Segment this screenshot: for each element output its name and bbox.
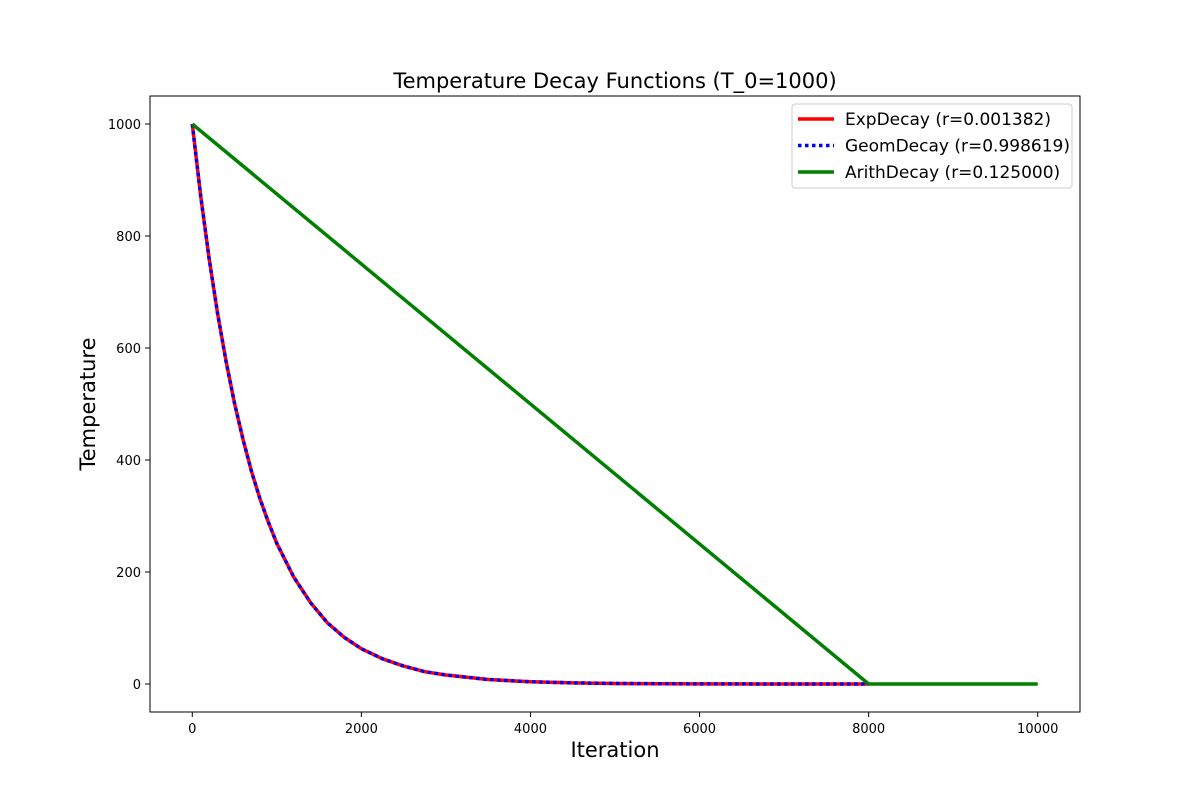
legend-label-0: ExpDecay (r=0.001382) [845,110,1051,130]
x-axis: 0 2000 4000 6000 8000 10000 [188,712,1058,737]
legend: ExpDecay (r=0.001382) GeomDecay (r=0.9986… [791,103,1073,189]
x-tick-label: 0 [188,722,196,737]
y-tick-label: 400 [116,454,141,469]
chart-title: Temperature Decay Functions (T_0=1000) [392,69,836,94]
plot-area-frame [149,95,1081,713]
y-tick-label: 200 [116,566,141,581]
x-tick-label: 4000 [514,722,547,737]
y-tick-label: 800 [116,230,141,245]
legend-frame [791,103,1073,189]
x-tick-label: 8000 [852,722,885,737]
x-tick-label: 10000 [1017,722,1058,737]
y-tick-label: 0 [133,678,141,693]
x-tick-label: 2000 [345,722,378,737]
legend-label-2: ArithDecay (r=0.125000) [845,163,1060,183]
x-tick-label: 6000 [683,722,716,737]
series-layer [190,122,1038,686]
series-line-2 [191,122,1038,686]
y-axis: 0 200 400 600 800 1000 [108,118,150,693]
y-axis-label: Temperature [76,337,100,471]
y-tick-label: 600 [116,342,141,357]
y-tick-label: 1000 [108,118,141,133]
series-line-1 [190,123,869,686]
x-axis-label: Iteration [570,738,659,762]
legend-label-1: GeomDecay (r=0.998619) [845,137,1070,157]
